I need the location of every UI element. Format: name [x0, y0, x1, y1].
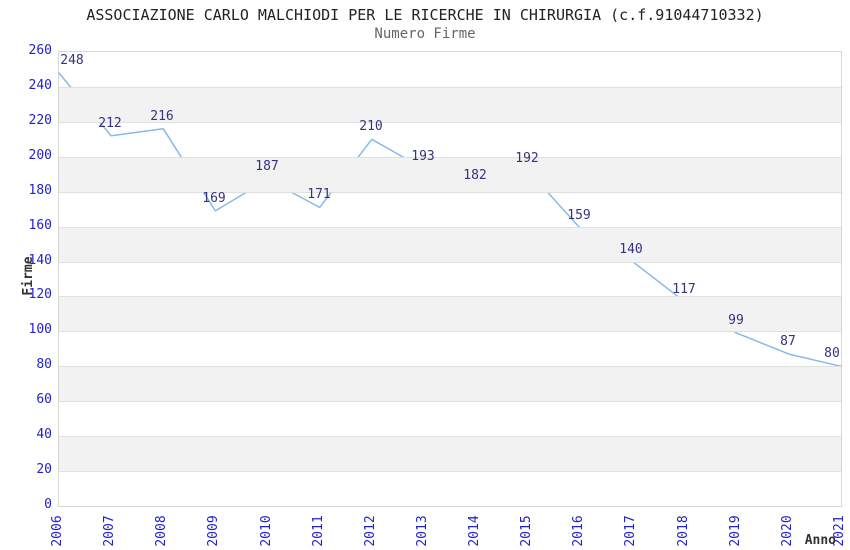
gridline — [59, 191, 841, 193]
x-tick-label: 2020 — [780, 515, 795, 547]
plot-band — [59, 296, 841, 332]
gridline — [59, 331, 841, 333]
data-label: 140 — [619, 242, 643, 257]
x-tick-label: 2017 — [623, 515, 638, 547]
y-tick-label: 140 — [28, 253, 52, 268]
x-tick-label: 2013 — [415, 515, 430, 547]
chart-title: ASSOCIAZIONE CARLO MALCHIODI PER LE RICE… — [86, 6, 764, 24]
y-tick-label: 160 — [28, 218, 52, 233]
gridline — [59, 156, 841, 158]
y-tick-label: 260 — [28, 43, 52, 58]
data-label: 171 — [307, 187, 331, 202]
data-label: 248 — [60, 53, 84, 68]
gridline — [59, 86, 841, 88]
plot-band — [59, 436, 841, 472]
y-tick-label: 40 — [36, 427, 52, 442]
gridline — [59, 261, 841, 263]
plot-band — [59, 226, 841, 262]
data-label: 169 — [202, 191, 226, 206]
y-tick-label: 60 — [36, 392, 52, 407]
x-tick-label: 2018 — [676, 515, 691, 547]
data-label: 212 — [98, 116, 122, 131]
y-tick-label: 100 — [28, 322, 52, 337]
data-label: 182 — [463, 168, 487, 183]
x-tick-label: 2008 — [154, 515, 169, 547]
x-tick-label: 2012 — [363, 515, 378, 547]
data-label: 80 — [824, 346, 840, 361]
plot-band — [59, 156, 841, 192]
data-label: 99 — [728, 313, 744, 328]
data-label: 210 — [359, 119, 383, 134]
gridline — [59, 471, 841, 473]
x-tick-label: 2006 — [50, 515, 65, 547]
gridline — [59, 296, 841, 298]
plot-band — [59, 366, 841, 402]
x-tick-label: 2014 — [467, 515, 482, 547]
data-label: 193 — [411, 149, 435, 164]
gridline — [59, 436, 841, 438]
x-tick-label: 2007 — [102, 515, 117, 547]
data-label: 192 — [515, 151, 539, 166]
plot-area — [58, 51, 842, 507]
y-tick-label: 120 — [28, 287, 52, 302]
data-label: 216 — [150, 109, 174, 124]
x-tick-label: 2010 — [259, 515, 274, 547]
data-label: 117 — [672, 282, 696, 297]
data-label: 187 — [255, 159, 279, 174]
y-tick-label: 20 — [36, 462, 52, 477]
y-tick-label: 200 — [28, 148, 52, 163]
y-tick-label: 80 — [36, 357, 52, 372]
y-tick-label: 180 — [28, 183, 52, 198]
data-label: 159 — [567, 208, 591, 223]
x-tick-label: 2016 — [571, 515, 586, 547]
y-tick-label: 240 — [28, 78, 52, 93]
x-tick-label: 2011 — [311, 515, 326, 547]
chart-subtitle: Numero Firme — [374, 26, 476, 42]
gridline — [59, 226, 841, 228]
gridline — [59, 121, 841, 123]
x-tick-label: 2009 — [206, 515, 221, 547]
y-tick-label: 220 — [28, 113, 52, 128]
x-tick-label: 2015 — [519, 515, 534, 547]
y-tick-label: 0 — [44, 497, 52, 512]
gridline — [59, 401, 841, 403]
x-tick-label: 2019 — [728, 515, 743, 547]
y-axis-title: Firme — [21, 256, 36, 296]
data-label: 87 — [780, 334, 796, 349]
x-axis-title: Anno — [804, 533, 836, 548]
gridline — [59, 366, 841, 368]
plot-band — [59, 86, 841, 122]
